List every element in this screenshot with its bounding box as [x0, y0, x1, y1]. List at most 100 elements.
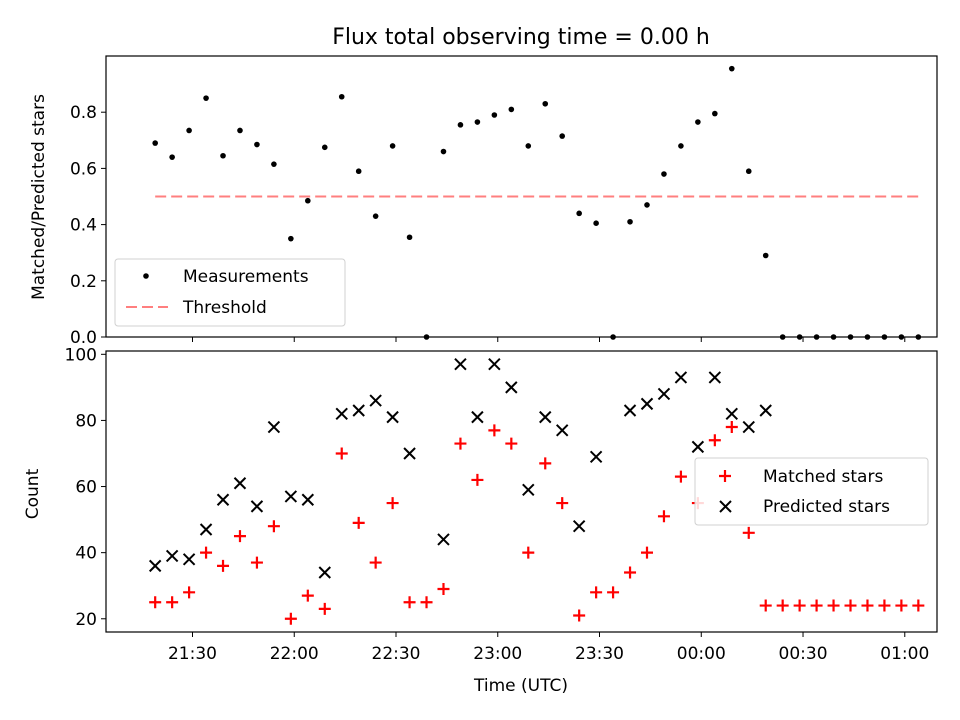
measurement-point: [305, 197, 311, 204]
measurement-point: [525, 143, 532, 149]
matched-star-point: [454, 437, 467, 450]
bottom-xtick-label: 00:00: [677, 644, 726, 664]
legend-marker-predicted: [719, 500, 732, 513]
legend-label-predicted: Predicted stars: [763, 497, 890, 517]
matched-star-point: [725, 421, 738, 434]
measurement-point: [355, 168, 362, 175]
matched-star-point: [505, 437, 518, 450]
matched-star-point: [200, 546, 213, 559]
predicted-star-point: [657, 387, 671, 401]
measurement-point: [457, 122, 464, 128]
predicted-star-point: [640, 397, 654, 411]
ratio-panel: Flux total observing time = 0.00 h Match…: [29, 25, 938, 348]
measurement-point: [474, 119, 481, 125]
bottom-ytick-label: 60: [75, 478, 97, 498]
measurement-point: [372, 213, 379, 219]
predicted-star-point: [301, 493, 315, 506]
measurement-point: [169, 154, 175, 160]
chart-title: Flux total observing time = 0.00 h: [332, 25, 710, 50]
top-ticks: 0.0 0.2 0.4 0.6 0.8: [70, 103, 906, 348]
bottom-xtick-label: 22:00: [270, 644, 319, 664]
predicted-star-point: [267, 420, 281, 434]
measurement-point: [576, 210, 582, 217]
predicted-star-point: [182, 553, 196, 566]
top-ytick-label: 0.2: [70, 272, 97, 292]
predicted-star-point: [471, 410, 484, 424]
measurement-point: [542, 100, 549, 107]
predicted-star-point: [335, 407, 348, 421]
bottom-xtick-label: 23:00: [473, 644, 522, 664]
matched-star-point: [488, 424, 501, 437]
matched-star-point: [657, 510, 670, 523]
predicted-star-point: [233, 477, 247, 490]
top-legend: Measurements Threshold: [114, 258, 346, 327]
predicted-star-point: [165, 549, 179, 563]
legend-label-threshold: Threshold: [182, 298, 267, 318]
matched-star-point: [742, 526, 755, 539]
bottom-legend-box: [694, 457, 929, 526]
bottom-ticks: 20 40 60 80 100 21:30 22:00 22:30 23:00 23:30 00:0…: [65, 345, 930, 664]
measurement-point: [338, 93, 345, 100]
matched-star-point: [149, 596, 162, 609]
matched-star-point: [284, 612, 297, 625]
matched-star-point: [352, 516, 365, 529]
measurement-point: [288, 235, 294, 242]
matched-star-point: [827, 599, 840, 612]
star-count-points: [148, 358, 925, 625]
matched-star-point: [624, 566, 637, 579]
matched-star-point: [912, 599, 925, 612]
predicted-star-point: [742, 420, 755, 434]
predicted-star-point: [623, 404, 637, 417]
matched-star-point: [861, 599, 874, 612]
matched-star-point: [810, 599, 823, 612]
predicted-star-point: [199, 523, 213, 536]
bottom-xtick-label: 22:30: [372, 644, 421, 664]
top-plot-frame: [105, 55, 938, 338]
measurement-point: [389, 143, 396, 149]
measurement-point: [627, 218, 633, 225]
top-ytick-label: 0.8: [70, 103, 97, 123]
matched-star-point: [166, 596, 179, 609]
matched-star-point: [556, 497, 569, 510]
predicted-star-point: [759, 404, 772, 417]
measurement-point: [271, 161, 277, 167]
predicted-star-point: [708, 371, 722, 384]
bottom-xtick-label: 21:30: [168, 644, 217, 664]
predicted-star-point: [674, 371, 688, 384]
matched-star-point: [759, 599, 772, 612]
matched-star-point: [573, 609, 586, 622]
matched-star-point: [301, 589, 314, 602]
matched-star-point: [183, 586, 196, 599]
y-axis-label-count: Count: [23, 468, 43, 519]
matched-star-point: [420, 596, 433, 609]
predicted-star-point: [555, 424, 569, 437]
predicted-star-point: [454, 358, 467, 371]
matched-star-point: [335, 447, 348, 460]
legend-label-measurements: Measurements: [183, 267, 309, 287]
matched-star-point: [793, 599, 806, 612]
top-legend-box: [114, 258, 346, 327]
measurement-point: [237, 127, 243, 134]
predicted-star-point: [318, 566, 331, 579]
bottom-ytick-label: 20: [75, 610, 97, 630]
measurement-point: [644, 202, 650, 208]
measurement-point: [406, 234, 413, 241]
measurement-point: [661, 171, 667, 177]
bottom-ytick-label: 100: [65, 345, 97, 365]
predicted-star-point: [437, 533, 450, 546]
matched-star-point: [708, 434, 721, 447]
x-axis-label: Time (UTC): [473, 676, 568, 696]
matched-star-point: [522, 546, 535, 559]
matched-star-point: [607, 586, 620, 599]
bottom-xtick-label: 01:00: [880, 644, 929, 664]
matched-star-point: [640, 546, 653, 559]
bottom-plot-frame: [105, 350, 938, 633]
measurement-point: [508, 106, 515, 113]
matched-star-point: [369, 556, 382, 569]
predicted-star-point: [572, 520, 586, 533]
matched-star-point: [267, 520, 280, 533]
matched-star-point: [386, 497, 399, 510]
matched-star-point: [471, 473, 484, 486]
predicted-star-point: [352, 404, 365, 417]
measurement-point: [728, 65, 735, 72]
